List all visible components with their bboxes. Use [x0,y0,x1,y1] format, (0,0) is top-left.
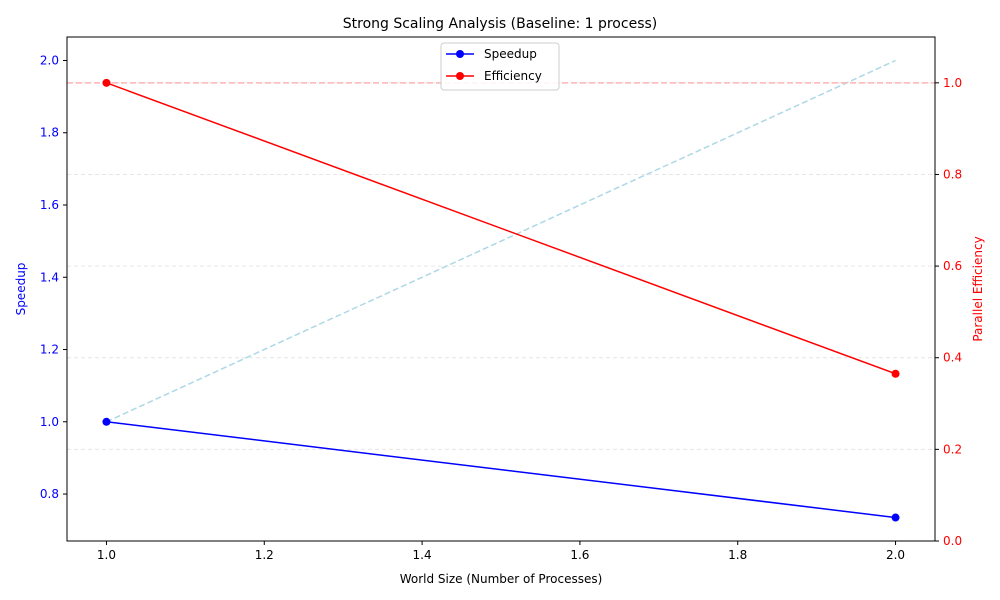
y-right-axis-label: Parallel Efficiency [971,236,985,341]
y-left-tick-label-0: 0.8 [40,487,59,501]
x-tick-label-1: 1.2 [255,548,274,562]
series-group [102,78,900,522]
x-tick-label-0: 1.0 [97,548,116,562]
legend: Speedup Efficiency [440,42,560,91]
y-left-tick-label-1: 1.0 [40,415,59,429]
x-tick-label-5: 2.0 [886,548,905,562]
speedup-point-1 [891,513,900,522]
y-left-tick-label-5: 1.8 [40,126,59,140]
x-tick-label-3: 1.6 [570,548,589,562]
efficiency-line [106,82,896,375]
efficiency-point-1 [891,369,900,378]
y-left-axis-ticks: 0.8 1.0 1.2 1.4 1.6 1.8 2.0 [40,53,67,501]
legend-speedup-label: Speedup [484,47,537,61]
speedup-point-0 [102,417,111,426]
y-right-tick-label-4: 0.8 [943,167,962,181]
y-left-tick-label-2: 1.2 [40,343,59,357]
x-axis-ticks: 1.0 1.2 1.4 1.6 1.8 2.0 [97,541,905,562]
legend-efficiency-label: Efficiency [484,69,542,83]
reference-lines [67,59,935,423]
y-left-axis-label: Speedup [14,263,28,316]
grid-lines [67,82,935,542]
efficiency-point-0 [102,78,111,87]
y-right-tick-label-1: 0.2 [943,442,962,456]
x-tick-label-4: 1.8 [728,548,747,562]
legend-speedup-marker [456,50,464,58]
speedup-line [106,421,896,519]
chart-title: Strong Scaling Analysis (Baseline: 1 pro… [343,16,658,32]
y-right-tick-label-2: 0.4 [943,351,962,365]
y-left-tick-label-4: 1.6 [40,198,59,212]
x-tick-label-2: 1.4 [413,548,432,562]
y-right-tick-label-3: 0.6 [943,259,962,273]
x-axis-label: World Size (Number of Processes) [400,572,603,586]
y-left-tick-label-6: 2.0 [40,53,59,67]
ideal-speedup-line [106,59,896,423]
y-right-tick-label-0: 0.0 [943,534,962,548]
y-right-axis-ticks: 0.0 0.2 0.4 0.6 0.8 1.0 [935,76,962,548]
y-right-tick-label-5: 1.0 [943,76,962,90]
plot-frame [66,36,936,542]
legend-efficiency-marker [456,72,464,80]
y-left-tick-label-3: 1.4 [40,270,59,284]
